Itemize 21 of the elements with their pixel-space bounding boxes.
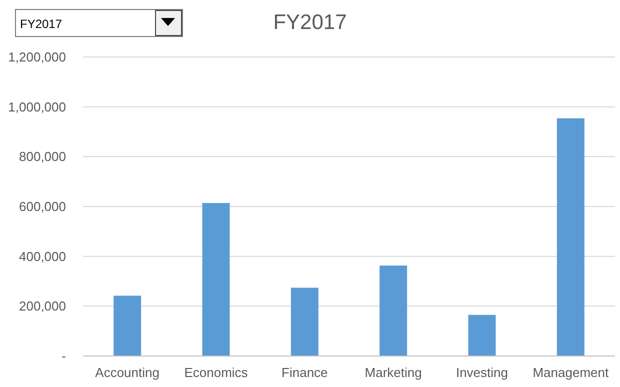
x-tick-label: Finance — [282, 365, 328, 380]
bar — [202, 203, 230, 356]
x-tick-label: Accounting — [95, 365, 160, 380]
x-tick-label: Marketing — [364, 365, 422, 380]
y-tick-label: 1,000,000 — [8, 99, 66, 114]
y-tick-label: 400,000 — [19, 248, 66, 264]
x-tick-label: Economics — [184, 365, 248, 380]
bar — [290, 288, 318, 356]
chart-title: FY2017 — [273, 11, 347, 34]
x-tick-label: Investing — [456, 365, 508, 380]
dropdown-field: FY2017 — [15, 9, 183, 37]
y-tick-label: 1,200,000 — [8, 50, 66, 65]
bar — [380, 266, 408, 356]
bar — [114, 296, 142, 356]
x-tick-label: Management — [532, 365, 609, 380]
bar — [556, 118, 584, 356]
y-tick-label: 800,000 — [19, 149, 66, 164]
y-tick-label: - — [62, 348, 66, 364]
y-tick-label: 200,000 — [19, 298, 66, 314]
y-tick-label: 600,000 — [19, 199, 66, 214]
bar — [468, 314, 496, 356]
